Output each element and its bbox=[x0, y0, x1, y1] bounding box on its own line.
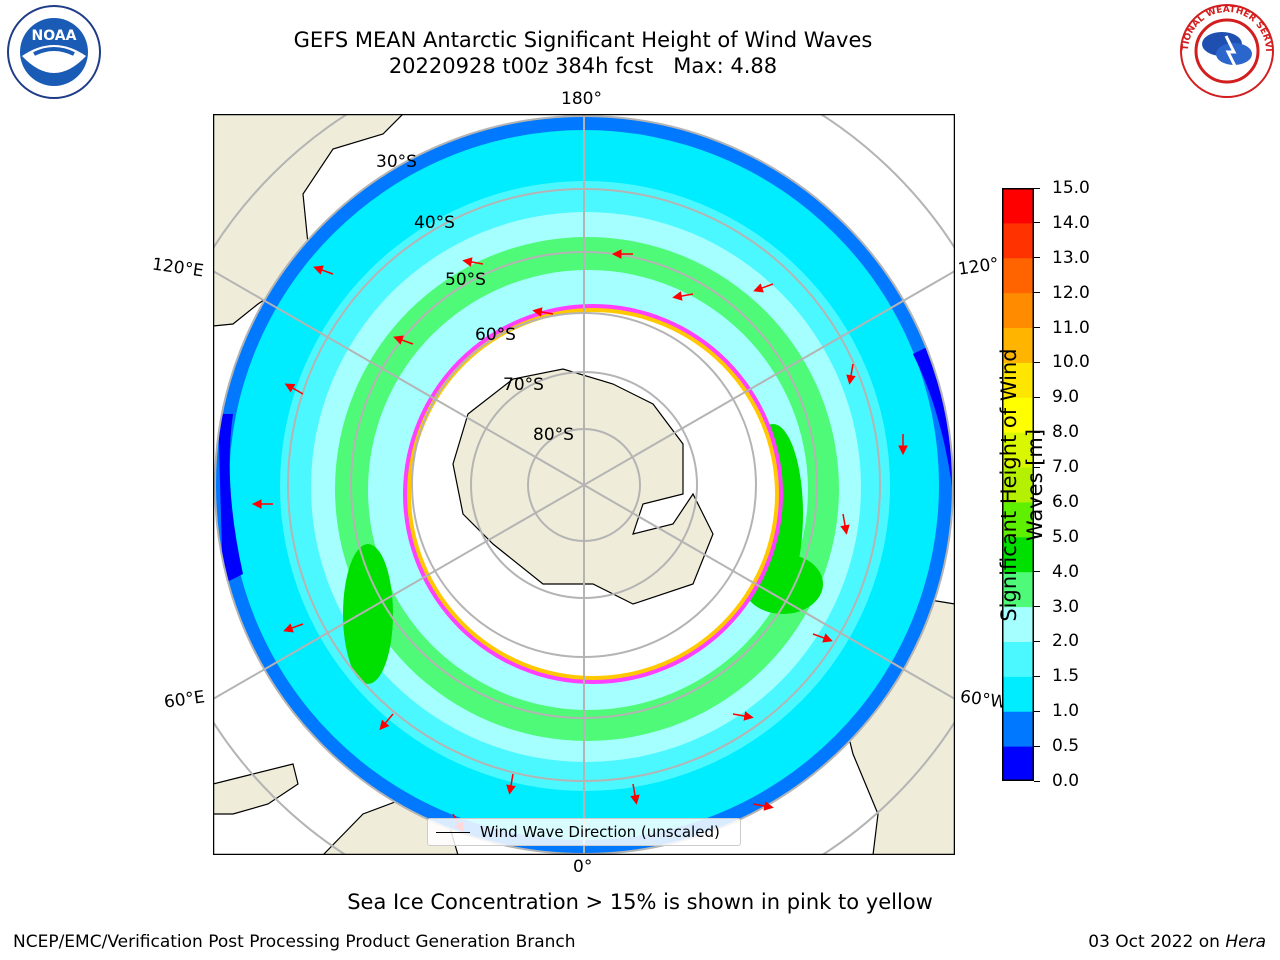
legend-label: Wind Wave Direction (unscaled) bbox=[480, 823, 720, 841]
polar-map bbox=[213, 114, 955, 855]
sea-ice-caption: Sea Ice Concentration > 15% is shown in … bbox=[347, 890, 933, 914]
footer-date: 03 Oct 2022 on Hera bbox=[1088, 932, 1266, 952]
colorbar-tick-label: 3.0 bbox=[1052, 596, 1080, 617]
noaa-logo: NOAA bbox=[7, 5, 101, 99]
colorbar bbox=[1002, 188, 1034, 781]
colorbar-tick-mark bbox=[1034, 710, 1040, 712]
colorbar-tick-mark bbox=[1034, 187, 1040, 189]
colorbar-segment bbox=[1002, 501, 1034, 538]
colorbar-segment bbox=[1002, 257, 1034, 294]
colorbar-tick-mark bbox=[1034, 292, 1040, 294]
colorbar-tick-mark bbox=[1034, 606, 1040, 608]
colorbar-segment bbox=[1002, 641, 1034, 677]
colorbar-tick-label: 0.5 bbox=[1052, 736, 1080, 757]
colorbar-segment bbox=[1002, 327, 1034, 363]
lat-label-30s: 30°S bbox=[376, 152, 417, 172]
lon-label-120e: 120°E bbox=[150, 254, 205, 282]
colorbar-tick-mark bbox=[1034, 501, 1040, 503]
colorbar-tick-label: 4.0 bbox=[1052, 561, 1080, 582]
lat-label-40s: 40°S bbox=[414, 213, 455, 233]
colorbar-tick-label: 2.0 bbox=[1052, 631, 1080, 652]
colorbar-segment bbox=[1002, 188, 1034, 224]
legend-line-swatch bbox=[436, 831, 470, 833]
nws-logo: NATIONAL WEATHER SERVICE bbox=[1176, 2, 1274, 98]
footer-host: Hera bbox=[1225, 932, 1266, 952]
colorbar-tick-mark bbox=[1034, 257, 1040, 259]
colorbar-tick-label: 5.0 bbox=[1052, 526, 1080, 547]
colorbar-tick-mark bbox=[1034, 745, 1040, 747]
colorbar-tick-label: 8.0 bbox=[1052, 422, 1080, 443]
colorbar-tick-mark bbox=[1034, 675, 1040, 677]
colorbar-tick-mark bbox=[1034, 640, 1040, 642]
colorbar-tick-label: 6.0 bbox=[1052, 491, 1080, 512]
footer-date-text: 03 Oct 2022 on bbox=[1088, 932, 1220, 952]
colorbar-tick-label: 12.0 bbox=[1052, 282, 1090, 303]
colorbar-tick-mark bbox=[1034, 466, 1040, 468]
colorbar-segment bbox=[1002, 746, 1034, 781]
colorbar-segment bbox=[1002, 606, 1034, 642]
colorbar-segment bbox=[1002, 536, 1034, 573]
chart-subtitle: 20220928 t00z 384h fcst Max: 4.88 bbox=[388, 54, 778, 78]
colorbar-tick-label: 7.0 bbox=[1052, 457, 1080, 478]
colorbar-tick-label: 1.5 bbox=[1052, 666, 1080, 687]
colorbar-tick-label: 9.0 bbox=[1052, 387, 1080, 408]
lat-label-50s: 50°S bbox=[445, 270, 486, 290]
colorbar-tick-mark bbox=[1034, 361, 1040, 363]
colorbar-tick-mark bbox=[1034, 222, 1040, 224]
map-legend: Wind Wave Direction (unscaled) bbox=[427, 818, 741, 846]
colorbar-tick-mark bbox=[1034, 327, 1040, 329]
colorbar-segment bbox=[1002, 292, 1034, 329]
colorbar-segment bbox=[1002, 397, 1034, 433]
lat-label-80s: 80°S bbox=[533, 425, 574, 445]
lat-label-70s: 70°S bbox=[503, 375, 544, 395]
colorbar-tick-label: 15.0 bbox=[1052, 178, 1090, 198]
colorbar-tick-label: 10.0 bbox=[1052, 352, 1090, 373]
colorbar-tick-mark bbox=[1034, 431, 1040, 433]
colorbar-segment bbox=[1002, 432, 1034, 468]
lon-label-120w: 120° bbox=[956, 254, 1001, 280]
lon-label-60e: 60°E bbox=[162, 687, 207, 713]
colorbar-segment bbox=[1002, 571, 1034, 608]
colorbar-tick-label: 0.0 bbox=[1052, 771, 1080, 791]
colorbar-tick-label: 1.0 bbox=[1052, 701, 1080, 722]
footer-credit: NCEP/EMC/Verification Post Processing Pr… bbox=[13, 932, 576, 952]
colorbar-segment bbox=[1002, 362, 1034, 398]
lon-label-60w: 60°W bbox=[958, 686, 1009, 714]
colorbar-tick-label: 14.0 bbox=[1052, 212, 1090, 233]
colorbar-title: Significant Height of Wind Waves [m] bbox=[997, 348, 1047, 622]
colorbar-tick-mark bbox=[1034, 536, 1040, 538]
colorbar-segment bbox=[1002, 467, 1034, 503]
lon-label-0: 0° bbox=[573, 857, 593, 877]
lat-label-60s: 60°S bbox=[475, 325, 516, 345]
lon-label-180: 180° bbox=[561, 89, 602, 109]
colorbar-tick-mark bbox=[1034, 396, 1040, 398]
colorbar-tick-label: 13.0 bbox=[1052, 247, 1090, 268]
noaa-logo-text: NOAA bbox=[32, 28, 77, 44]
colorbar-segment bbox=[1002, 711, 1034, 747]
colorbar-segment bbox=[1002, 222, 1034, 259]
colorbar-tick-label: 11.0 bbox=[1052, 317, 1090, 338]
wind-wave-arrows bbox=[251, 249, 908, 833]
colorbar-segment bbox=[1002, 676, 1034, 712]
colorbar-tick-mark bbox=[1034, 571, 1040, 573]
colorbar-tick-mark bbox=[1034, 780, 1040, 782]
chart-title: GEFS MEAN Antarctic Significant Height o… bbox=[293, 28, 873, 52]
madagascar-landmass bbox=[213, 763, 299, 815]
